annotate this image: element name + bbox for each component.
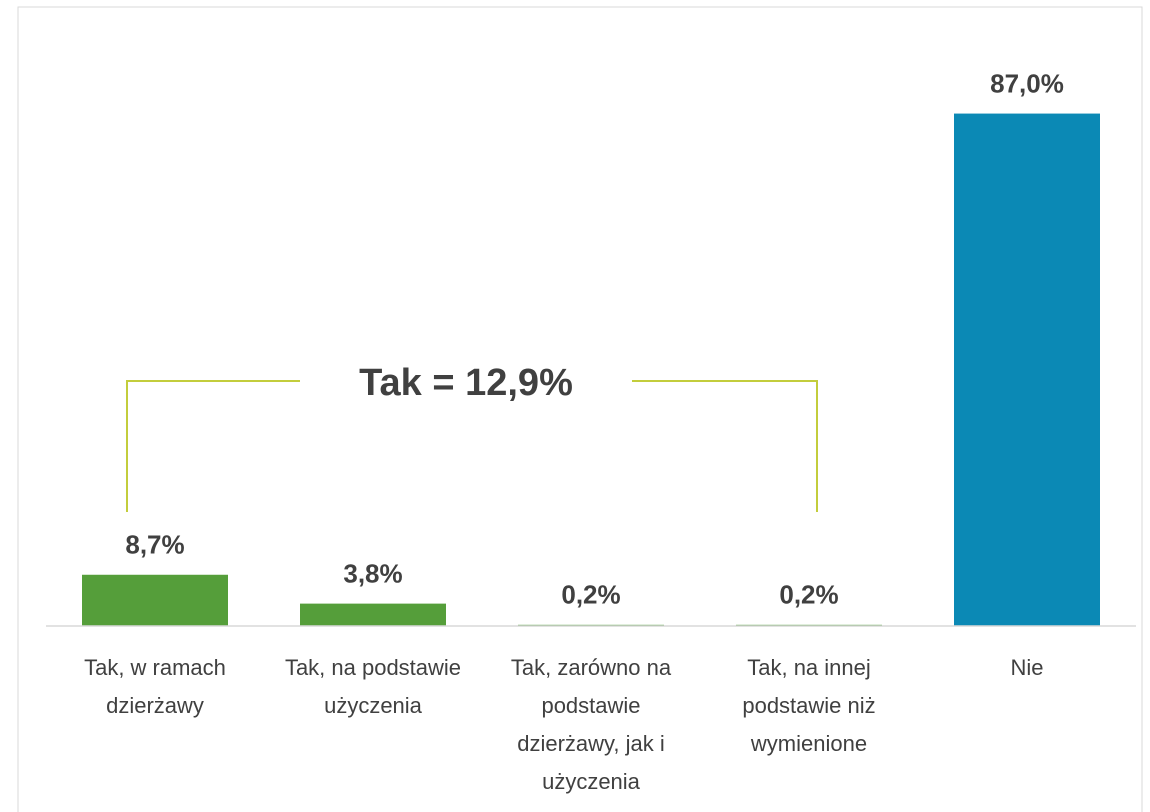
x-tick-label: Tak, w ramach dzierżawy bbox=[84, 655, 226, 718]
value-label: 8,7% bbox=[125, 530, 184, 560]
annotation: Tak = 12,9% bbox=[359, 362, 573, 404]
x-tick-label: Tak, na podstawie użyczenia bbox=[284, 655, 462, 718]
bar bbox=[82, 574, 228, 626]
bracket-right bbox=[632, 380, 818, 512]
frame bbox=[17, 6, 1143, 812]
value-label: 87,0% bbox=[990, 68, 1064, 98]
bracket-left bbox=[126, 380, 300, 512]
bar bbox=[954, 113, 1100, 626]
x-tick-label: Tak, zarówno na podstawie dzierżawy, jak… bbox=[510, 655, 672, 794]
bar bbox=[300, 603, 446, 626]
value-label: 0,2% bbox=[779, 580, 838, 610]
x-tick-label: Tak, na innej podstawie niż wymienione bbox=[742, 655, 876, 756]
value-label: 0,2% bbox=[561, 580, 620, 610]
value-label: 3,8% bbox=[343, 558, 402, 588]
x-tick-label: Nie bbox=[1010, 655, 1044, 680]
